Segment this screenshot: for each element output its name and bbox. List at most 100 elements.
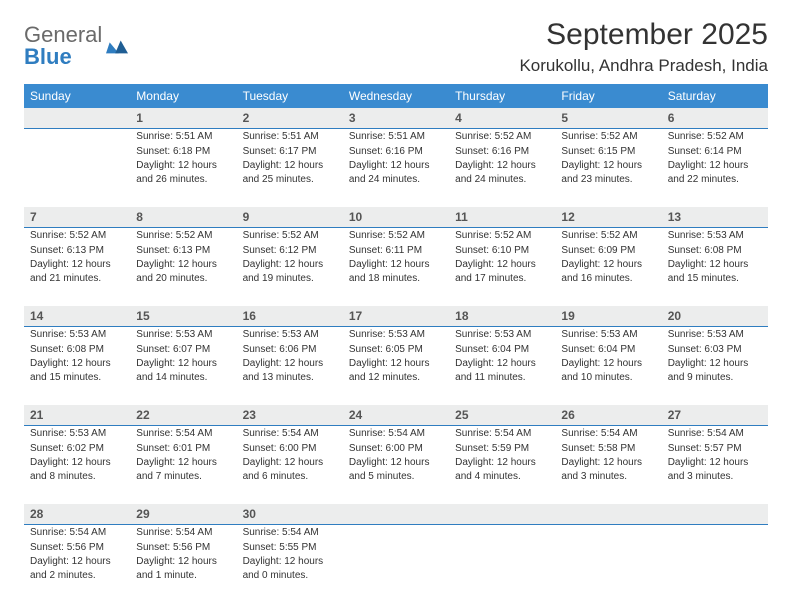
daylight-text: Daylight: 12 hours and 7 minutes. bbox=[136, 456, 230, 483]
day-cell: Sunrise: 5:54 AMSunset: 6:00 PMDaylight:… bbox=[343, 426, 449, 504]
sunset-text: Sunset: 5:57 PM bbox=[668, 442, 762, 456]
sunset-text: Sunset: 6:03 PM bbox=[668, 343, 762, 357]
sunset-text: Sunset: 5:56 PM bbox=[136, 541, 230, 555]
sunset-text: Sunset: 6:00 PM bbox=[349, 442, 443, 456]
daylight-text: Daylight: 12 hours and 17 minutes. bbox=[455, 258, 549, 285]
day-cell: Sunrise: 5:53 AMSunset: 6:04 PMDaylight:… bbox=[555, 327, 661, 405]
week-row: Sunrise: 5:51 AM Sunset: 6:18 PM Daylight:… bbox=[24, 128, 768, 207]
sunrise-text: Sunrise: 5:54 AM bbox=[136, 427, 230, 441]
day-cell: Sunrise: 5:54 AMSunset: 6:01 PMDaylight:… bbox=[130, 426, 236, 504]
day-info: Sunrise: 5:52 AMSunset: 6:13 PMDaylight:… bbox=[136, 229, 230, 285]
daylight-text: Daylight: 12 hours and 24 minutes. bbox=[349, 159, 443, 186]
day-cell bbox=[662, 525, 768, 603]
sunset-text: Sunset: 6:13 PM bbox=[30, 244, 124, 258]
date-number: 7 bbox=[24, 207, 130, 227]
day-cell bbox=[24, 129, 130, 207]
date-number: 27 bbox=[662, 405, 768, 425]
brand-logo: General Blue bbox=[24, 24, 128, 68]
sunset-text: Sunset: 6:08 PM bbox=[30, 343, 124, 357]
day-info: Sunrise: 5:54 AMSunset: 6:00 PMDaylight:… bbox=[349, 427, 443, 483]
daylight-text: Daylight: 12 hours and 20 minutes. bbox=[136, 258, 230, 285]
day-cell: Sunrise: 5:52 AMSunset: 6:13 PMDaylight:… bbox=[24, 228, 130, 306]
date-number: 24 bbox=[343, 405, 449, 425]
daylight-text: Daylight: 12 hours and 18 minutes. bbox=[349, 258, 443, 285]
page-header: General Blue September 2025 Korukollu, A… bbox=[24, 18, 768, 76]
day-info: Sunrise: 5:53 AMSunset: 6:04 PMDaylight:… bbox=[455, 328, 549, 384]
daylight-text: Daylight: 12 hours and 6 minutes. bbox=[243, 456, 337, 483]
sunrise-text: Sunrise: 5:52 AM bbox=[455, 130, 549, 144]
date-number: 21 bbox=[24, 405, 130, 425]
sunrise-text: Sunrise: 5:53 AM bbox=[561, 328, 655, 342]
day-cell: Sunrise: 5:52 AMSunset: 6:12 PMDaylight:… bbox=[237, 228, 343, 306]
daylight-text: Daylight: 12 hours and 16 minutes. bbox=[561, 258, 655, 285]
weekday-header: Saturday bbox=[662, 84, 768, 108]
sunset-text: Sunset: 6:13 PM bbox=[136, 244, 230, 258]
date-number: 8 bbox=[130, 207, 236, 227]
week-row: Sunrise: 5:53 AMSunset: 6:08 PMDaylight:… bbox=[24, 326, 768, 405]
sunrise-text: Sunrise: 5:52 AM bbox=[243, 229, 337, 243]
location-subtitle: Korukollu, Andhra Pradesh, India bbox=[519, 56, 768, 76]
calendar-grid: Sunday Monday Tuesday Wednesday Thursday… bbox=[24, 84, 768, 603]
date-number: 14 bbox=[24, 306, 130, 326]
sunset-text: Sunset: 6:06 PM bbox=[243, 343, 337, 357]
day-info: Sunrise: 5:52 AMSunset: 6:11 PMDaylight:… bbox=[349, 229, 443, 285]
weekday-header-row: Sunday Monday Tuesday Wednesday Thursday… bbox=[24, 84, 768, 108]
sunset-text: Sunset: 6:04 PM bbox=[455, 343, 549, 357]
daylight-text: Daylight: 12 hours and 8 minutes. bbox=[30, 456, 124, 483]
weekday-header: Monday bbox=[130, 84, 236, 108]
daylight-text: Daylight: 12 hours and 9 minutes. bbox=[668, 357, 762, 384]
daylight-text: Daylight: 12 hours and 15 minutes. bbox=[668, 258, 762, 285]
day-info: Sunrise: 5:52 AMSunset: 6:15 PMDaylight:… bbox=[561, 130, 655, 186]
day-info: Sunrise: 5:51 AMSunset: 6:16 PMDaylight:… bbox=[349, 130, 443, 186]
weeks-container: 123456Sunrise: 5:51 AMSunset: 6:18 PMDay… bbox=[24, 108, 768, 603]
daylight-text: Daylight: 12 hours and 15 minutes. bbox=[30, 357, 124, 384]
day-cell: Sunrise: 5:54 AMSunset: 5:56 PMDaylight:… bbox=[24, 525, 130, 603]
daylight-text: Daylight: 12 hours and 22 minutes. bbox=[668, 159, 762, 186]
sunset-text: Sunset: 6:14 PM bbox=[668, 145, 762, 159]
date-number: 3 bbox=[343, 108, 449, 128]
day-info: Sunrise: 5:54 AMSunset: 5:56 PMDaylight:… bbox=[30, 526, 124, 582]
sunset-text: Sunset: 5:55 PM bbox=[243, 541, 337, 555]
sunrise-text: Sunrise: 5:52 AM bbox=[455, 229, 549, 243]
sunset-text: Sunset: 6:11 PM bbox=[349, 244, 443, 258]
day-info: Sunrise: 5:52 AMSunset: 6:13 PMDaylight:… bbox=[30, 229, 124, 285]
sunrise-text: Sunrise: 5:53 AM bbox=[455, 328, 549, 342]
day-info: Sunrise: 5:53 AMSunset: 6:08 PMDaylight:… bbox=[668, 229, 762, 285]
sunrise-text: Sunrise: 5:53 AM bbox=[243, 328, 337, 342]
day-cell: Sunrise: 5:53 AMSunset: 6:08 PMDaylight:… bbox=[24, 327, 130, 405]
sunset-text: Sunset: 5:56 PM bbox=[30, 541, 124, 555]
sunrise-text: Sunrise: 5:52 AM bbox=[349, 229, 443, 243]
sunset-text: Sunset: 6:00 PM bbox=[243, 442, 337, 456]
day-info: Sunrise: 5:54 AMSunset: 6:00 PMDaylight:… bbox=[243, 427, 337, 483]
week-row: Sunrise: 5:52 AMSunset: 6:13 PMDaylight:… bbox=[24, 227, 768, 306]
day-cell: Sunrise: 5:51 AMSunset: 6:16 PMDaylight:… bbox=[343, 129, 449, 207]
sunset-text: Sunset: 6:04 PM bbox=[561, 343, 655, 357]
day-info: Sunrise: 5:52 AMSunset: 6:09 PMDaylight:… bbox=[561, 229, 655, 285]
day-cell bbox=[555, 525, 661, 603]
sunrise-text: Sunrise: 5:53 AM bbox=[349, 328, 443, 342]
day-cell: Sunrise: 5:53 AMSunset: 6:07 PMDaylight:… bbox=[130, 327, 236, 405]
day-info: Sunrise: 5:53 AMSunset: 6:05 PMDaylight:… bbox=[349, 328, 443, 384]
sunset-text: Sunset: 6:15 PM bbox=[561, 145, 655, 159]
month-title: September 2025 bbox=[519, 18, 768, 52]
day-info: Sunrise: 5:53 AMSunset: 6:06 PMDaylight:… bbox=[243, 328, 337, 384]
sunrise-text: Sunrise: 5:53 AM bbox=[30, 427, 124, 441]
sunset-text: Sunset: 6:08 PM bbox=[668, 244, 762, 258]
date-number bbox=[449, 504, 555, 524]
day-cell bbox=[343, 525, 449, 603]
sunset-text: Sunset: 6:16 PM bbox=[455, 145, 549, 159]
daylight-text: Daylight: 12 hours and 14 minutes. bbox=[136, 357, 230, 384]
sunset-text: Sunset: 6:18 PM bbox=[136, 145, 230, 159]
sunrise-text: Sunrise: 5:54 AM bbox=[455, 427, 549, 441]
day-info: Sunrise: 5:53 AMSunset: 6:02 PMDaylight:… bbox=[30, 427, 124, 483]
day-cell: Sunrise: 5:54 AMSunset: 5:57 PMDaylight:… bbox=[662, 426, 768, 504]
date-number-row: 282930 bbox=[24, 504, 768, 524]
day-cell: Sunrise: 5:54 AMSunset: 6:00 PMDaylight:… bbox=[237, 426, 343, 504]
day-cell: Sunrise: 5:54 AMSunset: 5:55 PMDaylight:… bbox=[237, 525, 343, 603]
daylight-text: Daylight: 12 hours and 10 minutes. bbox=[561, 357, 655, 384]
date-number: 18 bbox=[449, 306, 555, 326]
daylight-text: Daylight: 12 hours and 4 minutes. bbox=[455, 456, 549, 483]
weekday-header: Thursday bbox=[449, 84, 555, 108]
sunrise-text: Sunrise: 5:51 AM bbox=[243, 130, 337, 144]
sunrise-text: Sunrise: 5:54 AM bbox=[349, 427, 443, 441]
